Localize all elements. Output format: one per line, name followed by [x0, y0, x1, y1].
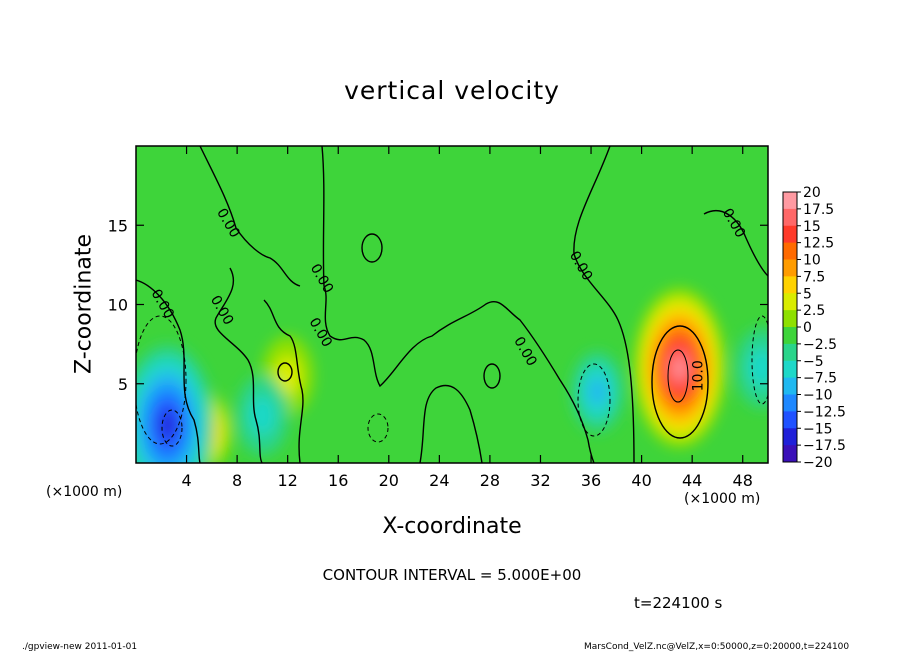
y-axis-label: Z-coordinate [71, 234, 97, 374]
contour-zero-ragged [263, 146, 595, 463]
colorbar-segment-13 [783, 411, 797, 429]
colorbar-label-15: −17.5 [803, 438, 846, 454]
colorbar-segment-7 [783, 310, 797, 328]
time-label: t=224100 s [634, 594, 723, 612]
x-tick-label-9: 40 [631, 471, 651, 490]
colorbar-segment-0 [783, 192, 797, 210]
x-tick-label-1: 8 [232, 471, 242, 490]
colorbar-segment-14 [783, 428, 797, 446]
x-tick-label-2: 12 [278, 471, 298, 490]
x-unit-right: (×1000 m) [684, 491, 761, 507]
x-unit-left: (×1000 m) [46, 484, 123, 500]
contour-lines [136, 146, 768, 463]
x-axis-label: X-coordinate [382, 514, 522, 539]
contour-neg-left-inner [161, 409, 183, 447]
colorbar-segment-4 [783, 259, 797, 277]
contour-zero-middle [214, 267, 263, 463]
colorbar-segment-9 [783, 343, 797, 362]
x-tick-label-3: 16 [328, 471, 348, 490]
colorbar-segment-3 [783, 242, 797, 260]
downdraft-blob-5 [236, 375, 289, 456]
x-tick-label-7: 32 [530, 471, 550, 490]
colorbar-label-1: 17.5 [803, 202, 834, 218]
colorbar-label-9: −2.5 [803, 337, 837, 353]
y-tick-label-2: 15 [108, 216, 128, 235]
downdraft-blob-3 [136, 344, 214, 463]
x-tick-label-8: 36 [581, 471, 601, 490]
footer-right: MarsCond_VelZ.nc@VelZ,x=0:50000,z=0:2000… [584, 642, 850, 652]
colorbar-label-5: 7.5 [803, 269, 825, 285]
contour-zero-upper-left [199, 146, 301, 287]
negative-contour-lines [136, 315, 768, 447]
x-tick-label-10: 44 [682, 471, 702, 490]
y-axis-ticks: 5 10 15 [108, 216, 768, 394]
colorbar-label-14: −15 [803, 421, 833, 437]
contour-small-mid [483, 363, 501, 389]
x-tick-label-0: 4 [181, 471, 191, 490]
colorbar-label-7: 2.5 [803, 303, 825, 319]
contour-small-upper [361, 233, 383, 263]
chart-title: vertical velocity [344, 76, 560, 105]
x-tick-label-4: 20 [379, 471, 399, 490]
colorbar-label-16: −20 [803, 455, 833, 471]
contour-neg-far-right [751, 315, 768, 405]
colorbar-label-8: 0 [803, 320, 812, 336]
y-tick-label-0: 5 [118, 375, 128, 394]
colorbar-segment-11 [783, 377, 797, 395]
footer-left: ./gpview-new 2011-01-01 [22, 642, 138, 652]
colorbar: 2017.51512.5107.552.50−2.5−5−7.5−10−12.5… [782, 185, 846, 471]
colorbar-label-2: 15 [803, 219, 821, 235]
colorbar-segment-5 [783, 276, 797, 294]
colorbar-segment-6 [783, 293, 797, 311]
x-axis-ticks: 4 8 12 16 20 24 28 32 36 40 44 48 [181, 146, 753, 490]
colorbar-label-6: 5 [803, 286, 812, 302]
colorbar-segment-1 [783, 208, 797, 227]
contour-neg-mid [367, 413, 389, 443]
contour-updraft-10 [651, 325, 709, 439]
contour-neg-left-outer [136, 315, 187, 445]
x-tick-label-11: 48 [733, 471, 753, 490]
colorbar-label-10: −5 [803, 354, 824, 370]
updraft-blob-0 [633, 287, 726, 448]
contour-interval-label: CONTOUR INTERVAL = 5.000E+00 [322, 566, 582, 584]
y-tick-label-1: 10 [108, 296, 128, 315]
contour-label-8: 10.0 [690, 360, 706, 391]
colorbar-segment-12 [783, 394, 797, 412]
colorbar-label-0: 20 [803, 185, 821, 201]
colorbar-label-12: −10 [803, 388, 833, 404]
colorbar-label-13: −12.5 [803, 404, 846, 420]
x-tick-label-6: 28 [480, 471, 500, 490]
colorbar-label-11: −7.5 [803, 371, 837, 387]
contour-zero-bottom [419, 384, 483, 463]
colorbar-segment-15 [783, 445, 797, 463]
colorbar-segment-10 [783, 360, 797, 379]
contour-updraft-20 [667, 349, 689, 403]
colorbar-label-3: 12.5 [803, 236, 834, 252]
contour-zero-far-right [703, 210, 768, 277]
contour-zero-right [573, 146, 635, 463]
downdraft-blob-4 [571, 351, 624, 432]
downdraft-blob-6 [735, 327, 768, 408]
contour-small-left [277, 362, 293, 382]
colorbar-segment-8 [783, 327, 797, 345]
colorbar-segment-2 [783, 225, 797, 244]
x-tick-label-5: 24 [429, 471, 449, 490]
contour-zero-left [136, 279, 201, 463]
contour-neg-right [577, 363, 611, 437]
colorbar-label-4: 10 [803, 253, 821, 269]
